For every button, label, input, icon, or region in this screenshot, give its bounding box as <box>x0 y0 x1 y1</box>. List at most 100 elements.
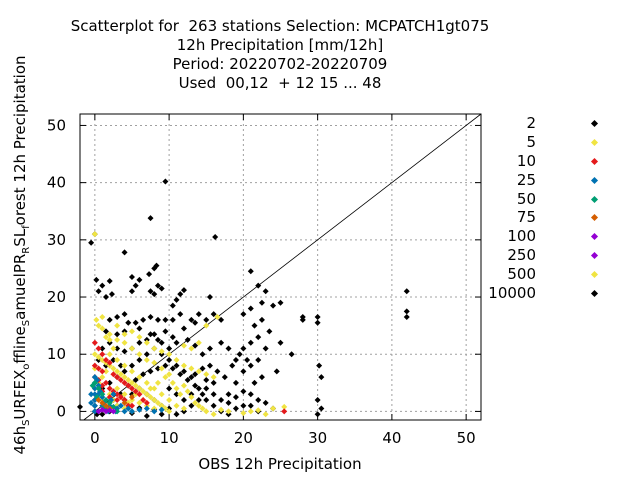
data-point <box>180 382 187 389</box>
identity-line <box>83 113 482 421</box>
data-point <box>128 402 135 409</box>
data-point <box>151 331 158 338</box>
data-point <box>102 379 109 386</box>
data-point <box>240 311 247 318</box>
data-point <box>188 394 195 401</box>
data-point <box>188 374 195 381</box>
legend-entry: 75 <box>480 208 620 227</box>
data-point <box>221 374 228 381</box>
data-point <box>143 399 150 406</box>
data-point <box>225 408 232 415</box>
data-point <box>102 294 109 301</box>
data-point <box>210 402 217 409</box>
data-point <box>173 339 180 346</box>
data-point <box>136 334 143 341</box>
data-point <box>95 385 102 392</box>
data-point <box>403 288 410 295</box>
legend-marker <box>590 119 599 128</box>
data-point <box>214 368 221 375</box>
data-point <box>195 311 202 318</box>
data-point <box>77 403 83 410</box>
data-point <box>121 348 128 355</box>
data-point <box>299 316 306 323</box>
data-point <box>93 316 100 323</box>
data-point <box>117 394 124 401</box>
data-point <box>102 396 109 403</box>
data-point <box>143 351 150 358</box>
data-point <box>173 356 180 363</box>
data-point <box>203 385 210 392</box>
data-point <box>147 331 154 338</box>
data-point <box>147 314 154 321</box>
data-point <box>136 391 143 398</box>
data-point <box>114 391 121 398</box>
data-point <box>147 215 154 222</box>
data-point <box>114 356 121 363</box>
data-point <box>180 342 187 349</box>
data-point <box>95 322 102 329</box>
data-point <box>154 282 161 289</box>
data-point <box>255 396 262 403</box>
legend-marker <box>590 233 599 241</box>
data-point <box>102 368 109 375</box>
data-point <box>95 354 102 361</box>
data-point <box>136 276 143 283</box>
x-tick-label: 50 <box>457 429 476 447</box>
data-point <box>114 396 121 403</box>
data-point <box>121 331 128 338</box>
data-point <box>184 336 191 343</box>
data-point <box>173 411 180 418</box>
data-point <box>136 406 143 413</box>
data-point <box>212 233 219 240</box>
data-point <box>255 356 262 363</box>
data-point <box>240 388 247 395</box>
legend-entry: 25 <box>480 171 620 190</box>
data-point <box>255 334 262 341</box>
data-point <box>91 231 98 238</box>
data-point <box>121 339 128 346</box>
data-point <box>99 374 106 381</box>
data-point <box>247 402 254 409</box>
data-point <box>277 339 284 346</box>
data-point <box>117 371 124 378</box>
data-point <box>192 319 199 326</box>
data-point <box>136 374 143 381</box>
data-point <box>146 271 153 278</box>
y-tick-label: 10 <box>47 345 66 363</box>
data-point <box>106 278 113 285</box>
data-point <box>314 411 321 418</box>
data-point <box>177 311 184 318</box>
data-point <box>121 368 128 375</box>
legend-label: 25 <box>516 170 536 189</box>
y-tick-label: 0 <box>56 402 66 420</box>
ylabel-part: SL <box>11 228 29 247</box>
data-point <box>214 314 221 321</box>
ylabel-sub: S <box>21 419 32 426</box>
data-point <box>147 368 154 375</box>
data-point <box>102 402 109 409</box>
data-point <box>314 396 321 403</box>
data-point <box>99 351 106 358</box>
data-point <box>188 316 195 323</box>
legend-label: 2 <box>526 114 536 132</box>
data-point <box>247 408 254 415</box>
data-point <box>95 288 102 295</box>
data-point <box>158 391 165 398</box>
data-point <box>192 399 199 406</box>
data-point <box>151 359 158 366</box>
data-point <box>110 345 117 352</box>
data-point <box>125 319 132 326</box>
data-point <box>140 371 147 378</box>
data-point <box>255 407 262 414</box>
data-point <box>88 399 95 406</box>
data-point <box>128 385 135 392</box>
data-point <box>143 405 150 412</box>
data-point <box>128 394 135 401</box>
data-point <box>203 396 210 403</box>
data-point <box>210 411 217 418</box>
data-point <box>162 328 169 335</box>
y-tick-label: 40 <box>47 174 66 192</box>
data-point <box>266 328 273 335</box>
ylabel-part: orest 12h Precipitation <box>11 55 29 226</box>
